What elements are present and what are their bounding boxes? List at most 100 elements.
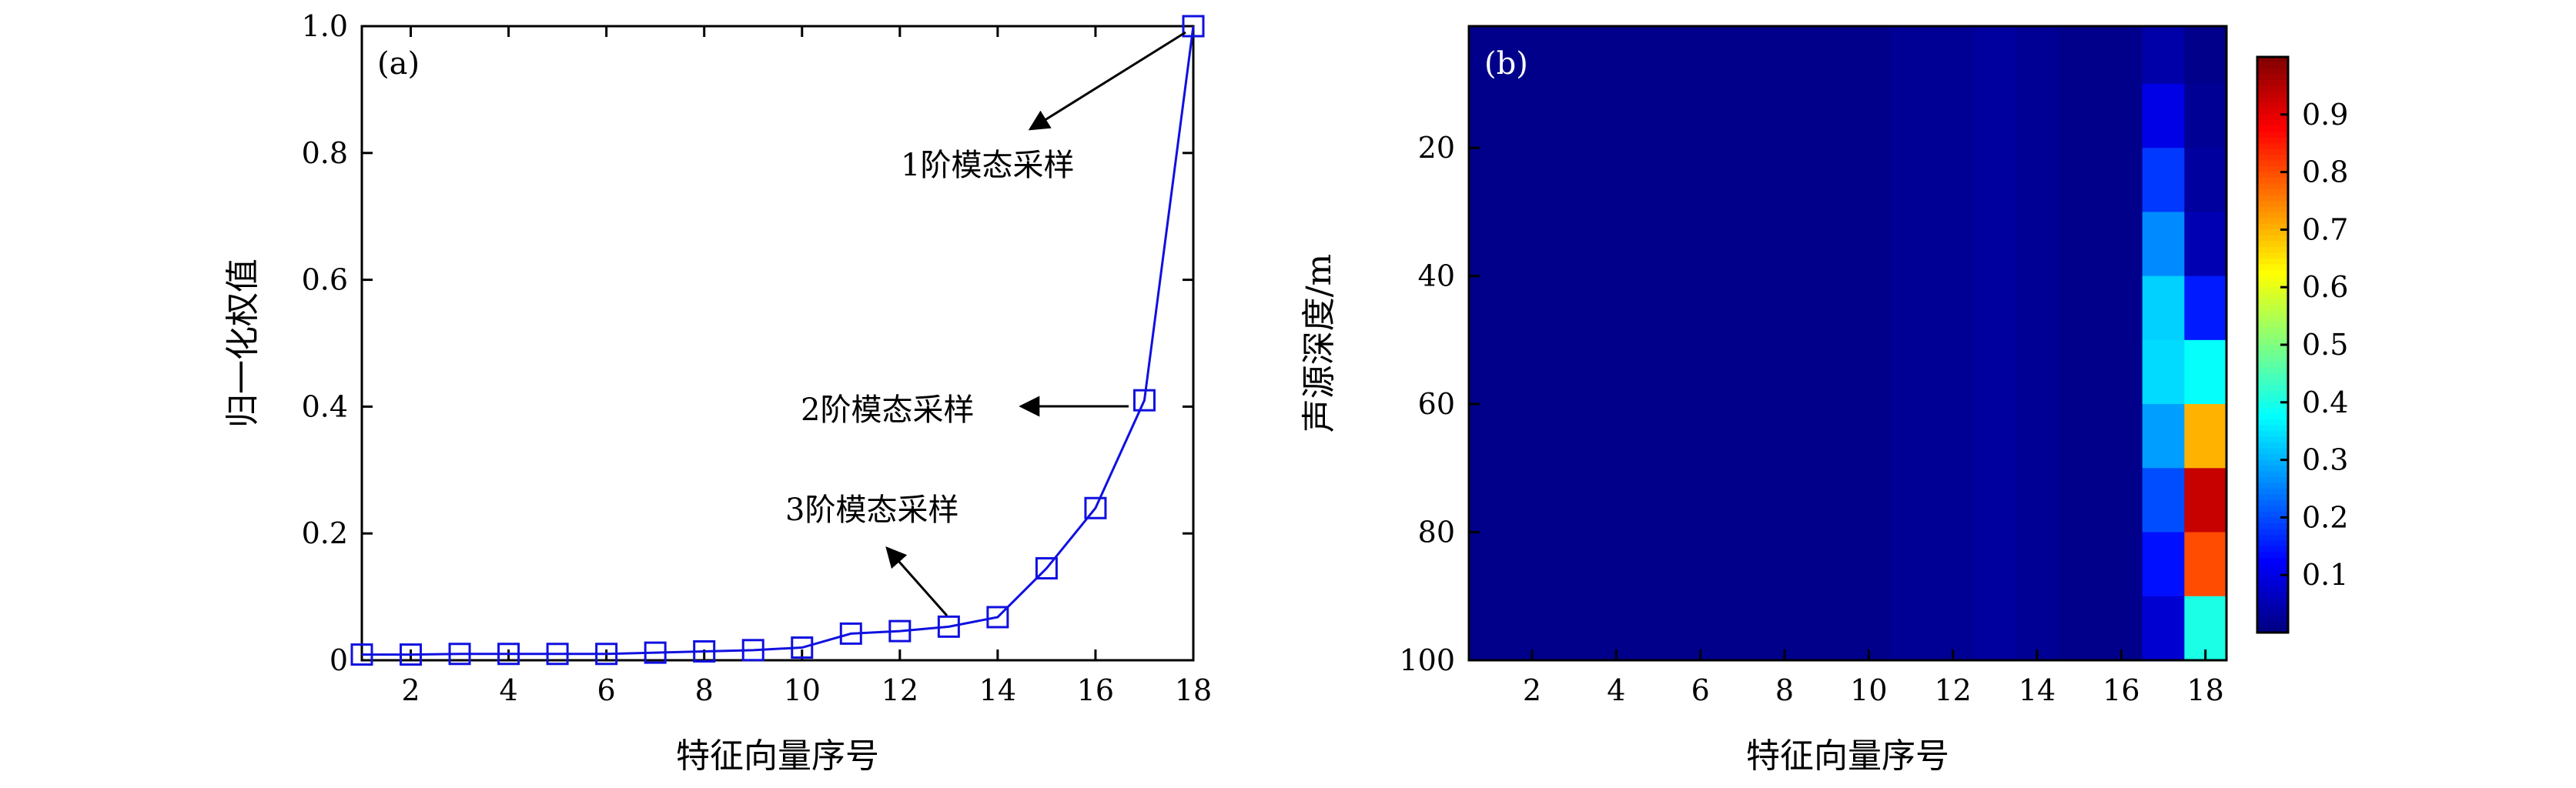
heatmap-cell: [1889, 404, 1932, 469]
heatmap-cell: [2016, 339, 2059, 405]
heatmap-cell: [1974, 596, 2017, 661]
heatmap-cell: [1763, 212, 1806, 277]
plot-a-y-axis-title: 归一化权值: [223, 259, 263, 428]
heatmap-cell: [1763, 148, 1806, 212]
x-tick-label: 18: [1175, 673, 1212, 707]
heatmap-cell: [1553, 596, 1596, 661]
colorbar-step: [2257, 195, 2288, 202]
heatmap-cell: [1553, 212, 1596, 277]
heatmap-cell: [2184, 275, 2227, 341]
heatmap-cell: [1763, 26, 1806, 85]
data-point-marker: [448, 643, 471, 666]
colorbar-step: [2257, 425, 2288, 432]
annotation-mode-2: 2阶模态采样: [801, 392, 974, 428]
colorbar-step: [2257, 575, 2288, 582]
heatmap-cell: [2184, 404, 2227, 469]
heatmap-cell: [1932, 83, 1975, 149]
heatmap-cell: [1974, 339, 2017, 405]
heatmap-cell: [1595, 148, 1638, 212]
heatmap-cell: [1763, 83, 1806, 149]
data-point-marker: [1182, 15, 1205, 38]
colorbar-step: [2257, 466, 2288, 472]
heatmap-cell: [1679, 83, 1722, 149]
colorbar-step: [2257, 373, 2288, 380]
heatmap-cell: [2058, 212, 2101, 277]
heatmap-cell: [2016, 83, 2059, 149]
colorbar-step: [2257, 333, 2288, 340]
heatmap-cell: [1889, 532, 1932, 597]
y-tick-label: 0: [330, 643, 348, 677]
heatmap-cell: [1805, 532, 1848, 597]
x-tick-label: 12: [882, 673, 918, 707]
heatmap-cell: [1637, 148, 1680, 212]
annotation-mode-3: 3阶模态采样: [785, 492, 958, 528]
colorbar-step: [2257, 132, 2288, 139]
colorbar-step: [2257, 160, 2288, 167]
heatmap-cell: [1848, 532, 1891, 597]
heatmap-cell: [1805, 275, 1848, 341]
colorbar-step: [2257, 367, 2288, 374]
heatmap-cell: [1805, 596, 1848, 661]
heatmap-cell: [1721, 339, 1765, 405]
colorbar-step: [2257, 529, 2288, 536]
heatmap-cell: [2100, 532, 2143, 597]
heatmap-cell: [1595, 275, 1638, 341]
heatmap-cell: [1974, 532, 2017, 597]
heatmap-cell: [2100, 83, 2143, 149]
heatmap-cell: [1721, 275, 1765, 341]
heatmap-cell: [2058, 404, 2101, 469]
colorbar-step: [2257, 189, 2288, 196]
heatmap-cell: [1805, 26, 1848, 85]
colorbar-step: [2257, 431, 2288, 438]
y-tick-label: 60: [1418, 387, 1455, 421]
heatmap-cell: [1679, 468, 1722, 533]
colorbar-step: [2257, 218, 2288, 225]
colorbar-step: [2257, 557, 2288, 564]
colorbar-step: [2257, 499, 2288, 507]
colorbar-step: [2257, 212, 2288, 219]
heatmap-cell: [1637, 404, 1680, 469]
colorbar-step: [2257, 356, 2288, 363]
heatmap-cell: [1553, 468, 1596, 533]
data-point-marker: [497, 643, 520, 666]
heatmap-cell: [2100, 339, 2143, 405]
heatmap-cell: [1974, 83, 2017, 149]
x-tick-label: 16: [1077, 673, 1114, 707]
data-point-marker: [644, 641, 667, 664]
heatmap-cell: [2058, 596, 2101, 661]
heatmap-cell: [1848, 212, 1891, 277]
colorbar-tick-label: 0.7: [2302, 212, 2348, 246]
x-tick-label: 6: [1691, 673, 1710, 707]
colorbar-step: [2257, 609, 2288, 616]
colorbar-step: [2257, 442, 2288, 449]
heatmap-cell: [1932, 26, 1975, 85]
heatmap-cell: [1889, 339, 1932, 405]
heatmap-cell: [1553, 404, 1596, 469]
heatmap-cell: [1889, 275, 1932, 341]
annotation-mode-1: 1阶模态采样: [901, 148, 1074, 183]
heatmap-cell: [1469, 26, 1512, 85]
colorbar-step: [2257, 379, 2288, 386]
heatmap-cell: [1721, 26, 1765, 85]
heatmap-cell: [1469, 339, 1512, 405]
colorbar-step: [2257, 598, 2288, 605]
heatmap-cell: [1805, 468, 1848, 533]
heatmap-cell: [1848, 404, 1891, 469]
colorbar-step: [2257, 114, 2288, 121]
panel-a-line-chart: 2 4 6 8 10 12 14 16 18 0 0.2 0.4 0.6 0.8 1.0 (a) 特征向量…: [223, 9, 1212, 776]
colorbar-step: [2257, 57, 2288, 64]
y-tick-label: 20: [1418, 131, 1455, 165]
heatmap-cell: [1889, 596, 1932, 661]
x-tick-label: 12: [1934, 673, 1971, 707]
heatmap-cell: [1721, 596, 1765, 661]
panel-b-tag: (b): [1484, 46, 1528, 82]
heatmap-cell: [1637, 212, 1680, 277]
heatmap-cell: [1932, 532, 1975, 597]
heatmap-cell: [1721, 404, 1765, 469]
colorbar-step: [2257, 477, 2288, 484]
colorbar-step: [2257, 264, 2288, 271]
heatmap-cell: [1721, 83, 1765, 149]
heatmap-cell: [1679, 404, 1722, 469]
heatmap-cell: [1932, 148, 1975, 212]
heatmap-cell: [1679, 339, 1722, 405]
